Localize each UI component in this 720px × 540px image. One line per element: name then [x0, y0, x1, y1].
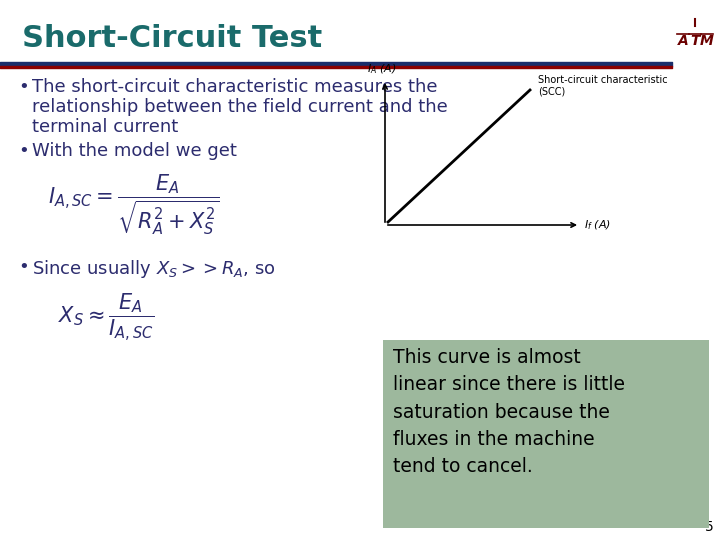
Text: •: •: [18, 78, 29, 96]
Text: This curve is almost
linear since there is little
saturation because the
fluxes : This curve is almost linear since there …: [393, 348, 625, 476]
Text: Short-circuit characteristic: Short-circuit characteristic: [538, 75, 667, 85]
Text: Since usually $X_S >> R_A$, so: Since usually $X_S >> R_A$, so: [32, 258, 276, 280]
Text: relationship between the field current and the: relationship between the field current a…: [32, 98, 448, 116]
Text: With the model we get: With the model we get: [32, 142, 237, 160]
Text: $X_S \approx \dfrac{E_A}{I_{A,SC}}$: $X_S \approx \dfrac{E_A}{I_{A,SC}}$: [58, 292, 154, 345]
Text: 5: 5: [706, 520, 714, 534]
Text: (SCC): (SCC): [538, 87, 565, 97]
Text: •: •: [18, 142, 29, 160]
Text: $I_f$ (A): $I_f$ (A): [584, 218, 611, 232]
Text: The short-circuit characteristic measures the: The short-circuit characteristic measure…: [32, 78, 438, 96]
Text: Short-Circuit Test: Short-Circuit Test: [22, 24, 323, 53]
Text: $I_A$ (A): $I_A$ (A): [367, 63, 397, 76]
Text: T: T: [690, 34, 700, 48]
Text: terminal current: terminal current: [32, 118, 179, 136]
Bar: [383, 340, 709, 528]
Text: A: A: [678, 34, 688, 48]
Text: •: •: [18, 258, 29, 276]
Text: $I_{A,SC} = \dfrac{E_A}{\sqrt{R_A^2 + X_S^2}}$: $I_{A,SC} = \dfrac{E_A}{\sqrt{R_A^2 + X_…: [48, 172, 220, 235]
Text: M: M: [700, 34, 714, 48]
